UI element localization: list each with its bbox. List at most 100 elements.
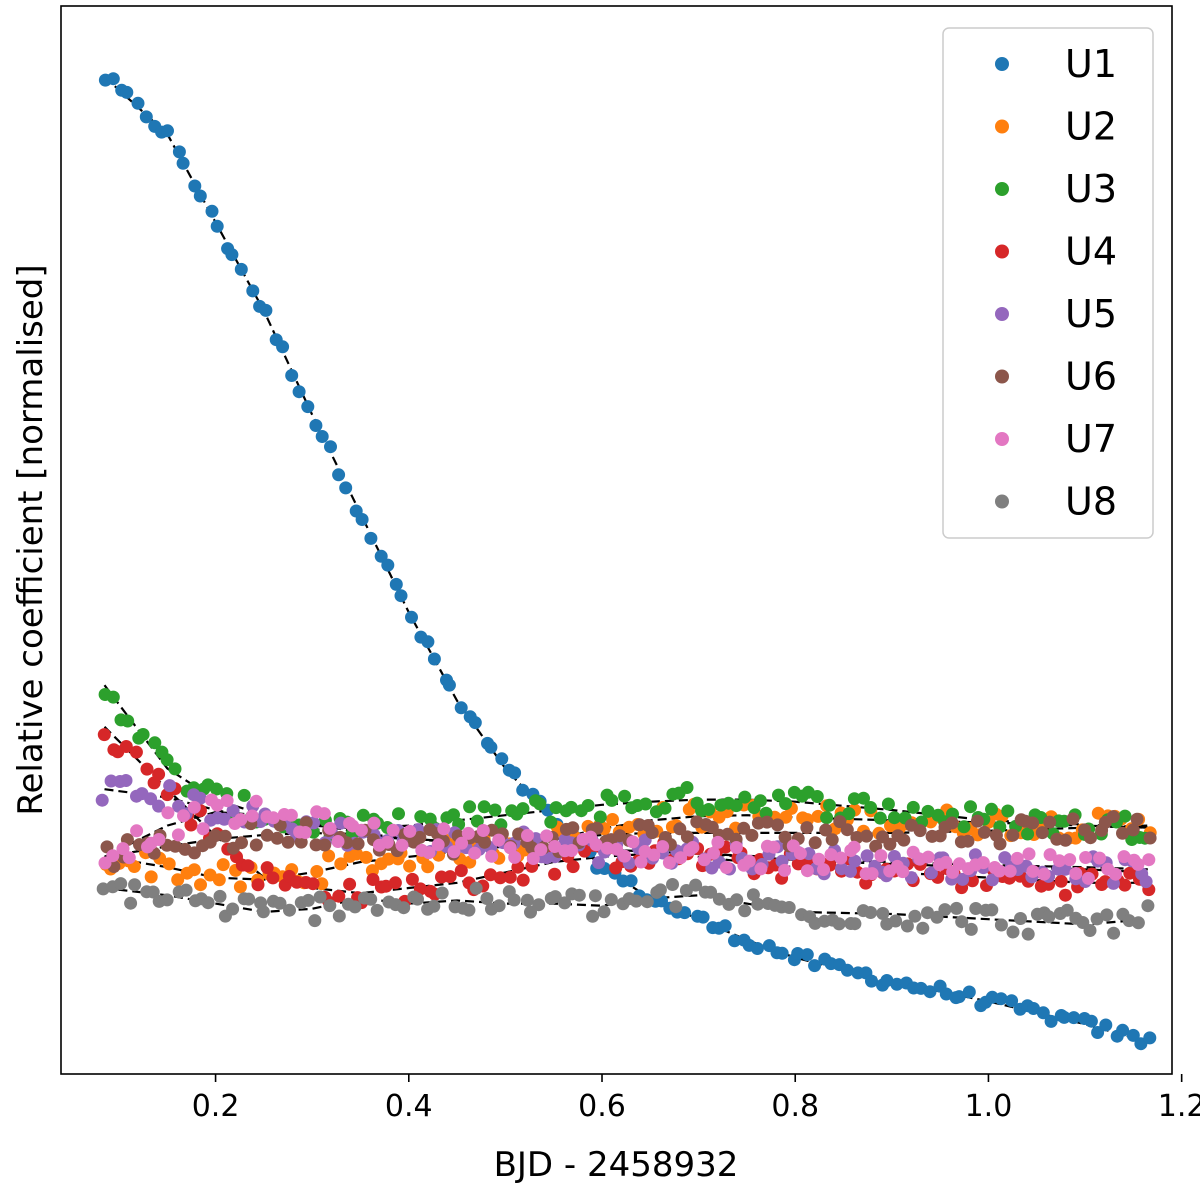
data-point bbox=[771, 818, 784, 832]
data-point bbox=[354, 823, 368, 837]
data-point bbox=[1014, 912, 1027, 925]
data-point bbox=[593, 810, 607, 824]
data-point bbox=[285, 369, 299, 382]
legend-item-u5: U5 bbox=[995, 292, 1117, 336]
data-point bbox=[604, 893, 618, 907]
data-point bbox=[308, 914, 322, 928]
data-point bbox=[1006, 828, 1020, 842]
data-point bbox=[403, 824, 417, 838]
legend: U1 U2 U3 U4 U5 U6 U7 U8 bbox=[942, 27, 1154, 539]
data-point bbox=[511, 860, 525, 874]
data-point bbox=[923, 985, 937, 999]
data-point bbox=[968, 848, 982, 862]
data-point bbox=[364, 531, 378, 545]
data-point bbox=[140, 762, 154, 776]
data-point bbox=[873, 811, 887, 825]
data-point bbox=[1118, 809, 1132, 823]
data-point bbox=[730, 893, 744, 907]
legend-marker bbox=[995, 307, 1009, 321]
data-point bbox=[674, 851, 688, 865]
data-point bbox=[413, 830, 427, 844]
data-point bbox=[226, 804, 240, 818]
data-point bbox=[921, 804, 935, 818]
data-point bbox=[565, 844, 579, 857]
data-point bbox=[728, 934, 741, 948]
data-point bbox=[998, 851, 1012, 865]
data-point bbox=[234, 813, 248, 826]
data-point bbox=[106, 690, 120, 704]
data-point bbox=[939, 855, 953, 869]
data-point bbox=[171, 828, 185, 842]
legend-label: U5 bbox=[1065, 292, 1117, 336]
data-point bbox=[348, 900, 362, 914]
data-point bbox=[629, 894, 643, 908]
data-point bbox=[507, 893, 521, 907]
data-point bbox=[208, 829, 222, 843]
data-point bbox=[210, 219, 224, 233]
data-point bbox=[122, 851, 136, 865]
data-point bbox=[810, 790, 824, 803]
data-point bbox=[696, 910, 710, 924]
data-point bbox=[485, 849, 499, 863]
legend-item-u7: U7 bbox=[995, 417, 1117, 461]
data-point bbox=[520, 893, 534, 907]
data-point bbox=[1081, 871, 1095, 885]
data-point bbox=[673, 822, 687, 836]
data-point bbox=[558, 896, 572, 910]
legend-item-u2: U2 bbox=[995, 105, 1117, 149]
data-point bbox=[447, 845, 461, 859]
data-point bbox=[549, 801, 563, 815]
data-point bbox=[339, 481, 353, 495]
data-point bbox=[1106, 810, 1120, 824]
series-u7-points bbox=[98, 793, 1156, 885]
data-point bbox=[121, 714, 135, 728]
data-point bbox=[249, 838, 263, 852]
data-point bbox=[437, 822, 451, 836]
data-point bbox=[864, 906, 878, 919]
data-point bbox=[742, 854, 756, 868]
data-point bbox=[463, 800, 477, 814]
data-point bbox=[808, 959, 822, 973]
data-point bbox=[1143, 1031, 1157, 1045]
data-point bbox=[1043, 848, 1057, 862]
data-point bbox=[405, 872, 419, 886]
data-point bbox=[318, 838, 332, 852]
data-point bbox=[1044, 1014, 1058, 1028]
data-point bbox=[778, 863, 792, 877]
data-point bbox=[160, 753, 174, 767]
data-point bbox=[1058, 888, 1072, 902]
data-point bbox=[729, 799, 743, 813]
data-point bbox=[106, 849, 120, 863]
data-point bbox=[965, 874, 979, 888]
x-tick-label: 1.0 bbox=[965, 1089, 1013, 1124]
data-point bbox=[251, 878, 265, 892]
data-point bbox=[686, 841, 700, 854]
data-point bbox=[832, 917, 846, 931]
data-point bbox=[411, 892, 424, 906]
data-point bbox=[443, 870, 457, 884]
data-point bbox=[260, 828, 274, 842]
data-point bbox=[260, 861, 274, 875]
data-point bbox=[152, 767, 166, 781]
data-point bbox=[767, 840, 781, 854]
data-point bbox=[548, 890, 562, 904]
data-point bbox=[738, 904, 752, 918]
data-point bbox=[179, 883, 193, 897]
data-point bbox=[454, 864, 468, 878]
data-point bbox=[887, 811, 901, 825]
data-point bbox=[548, 840, 562, 853]
data-point bbox=[152, 799, 166, 813]
data-point bbox=[606, 813, 619, 826]
data-point bbox=[1054, 874, 1068, 888]
data-point bbox=[160, 893, 174, 907]
data-point bbox=[171, 873, 185, 887]
data-point bbox=[993, 837, 1007, 851]
data-point bbox=[793, 847, 807, 860]
data-point bbox=[364, 892, 378, 906]
data-point bbox=[1006, 925, 1020, 939]
data-point bbox=[172, 145, 186, 159]
data-point bbox=[662, 856, 676, 870]
data-point bbox=[332, 468, 346, 482]
data-point bbox=[508, 850, 522, 864]
data-point bbox=[315, 430, 329, 443]
